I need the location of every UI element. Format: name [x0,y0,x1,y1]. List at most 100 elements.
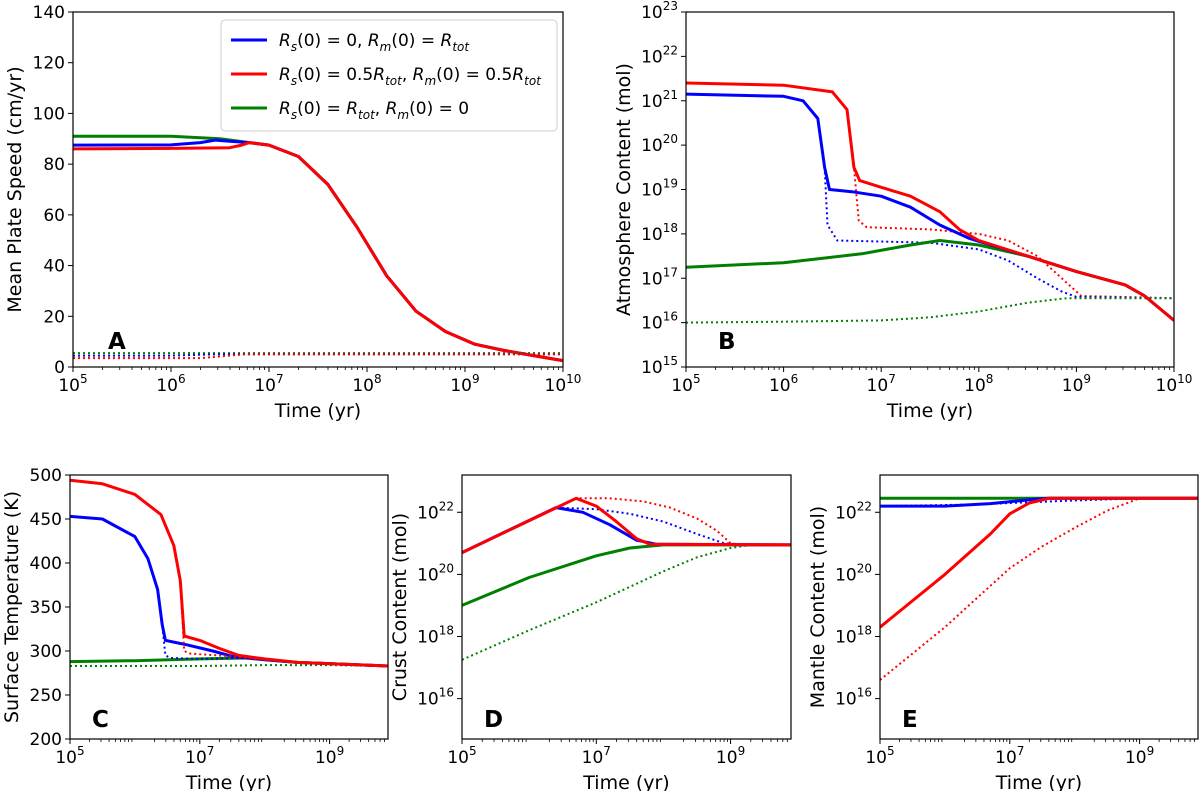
x-tick-label: 105 [58,372,87,396]
y-tick-label: 40 [43,257,65,277]
x-tick-label: 105 [55,744,84,768]
plot-frame [72,11,564,368]
series-group [880,496,1198,681]
y-tick-label: 500 [30,466,62,486]
y-tick-label: 1018 [417,624,454,648]
y-tick-label: 0 [54,358,65,378]
y-tick-label: 1020 [835,561,872,585]
x-tick-label: 106 [769,372,798,396]
panel-E: 105 107 109 1016 1018 1020 1022 Time (yr) Mantle… [807,474,1199,791]
legend-label-blue: Rs(0) = 0, Rm(0) = Rtot [279,31,470,54]
y-tick-label: 1022 [417,499,454,523]
x-tick-label: 108 [352,372,381,396]
y-tick-label: 1019 [641,177,678,201]
legend: Rs(0) = 0, Rm(0) = Rtot Rs(0) = 0.5Rtot, … [220,19,558,132]
y-tick-label: 400 [30,554,62,574]
series-line-red-solid [880,496,1198,629]
y-tick-label: 1016 [835,686,872,710]
y-tick-label: 1022 [641,43,678,67]
x-axis-title: Time (yr) [185,772,272,791]
x-tick-label: 109 [1125,744,1154,768]
series-group [70,478,388,668]
series-group [73,134,563,363]
x-tick-label: 107 [867,372,896,396]
series-line-red-solid [462,496,791,554]
legend-label-green: Rs(0) = Rtot, Rm(0) = 0 [279,99,469,122]
y-tick-label: 250 [30,686,62,706]
y-axis-title: Mantle Content (mol) [807,506,829,708]
series-line-green-solid [686,239,1174,322]
y-tick-label: 20 [43,307,65,327]
panel-letter: E [902,707,918,733]
x-tick-label: 107 [582,744,611,768]
x-axis-title: Time (yr) [995,772,1082,791]
series-line-red-solid [70,478,388,668]
series-line-green-solid [73,134,563,363]
y-tick-label: 1015 [641,354,678,378]
series-line-blue-dotted [70,515,388,667]
y-tick-label: 1022 [835,499,872,523]
y-tick-label: 60 [43,206,65,226]
y-tick-label: 450 [30,510,62,530]
y-tick-label: 1016 [417,686,454,710]
y-tick-label: 300 [30,642,62,662]
x-tick-label: 109 [1062,372,1091,396]
x-tick-label: 109 [716,744,745,768]
panel-letter: B [718,329,736,355]
panel-letter: A [108,329,126,355]
y-tick-label: 1020 [641,132,678,156]
x-tick-label: 1010 [545,372,582,396]
x-tick-label: 109 [450,372,479,396]
series-line-red-dotted [462,497,791,554]
series-group [462,496,791,661]
panel-letter: D [484,707,503,733]
series-line-green-dotted [462,543,791,661]
series-line-red-dotted [73,353,563,360]
plot-frame [69,474,389,740]
y-tick-label: 120 [33,54,65,74]
legend-label-red: Rs(0) = 0.5Rtot, Rm(0) = 0.5Rtot [279,65,542,88]
series-line-green-dotted [686,297,1174,324]
y-tick-label: 200 [30,730,62,750]
plot-frame [461,474,792,740]
x-tick-label: 107 [254,372,283,396]
series-line-green-solid [462,543,791,607]
series-line-red-solid [686,81,1174,322]
x-tick-label: 107 [995,744,1024,768]
series-line-blue-solid [70,514,388,668]
series-line-red-dotted [70,479,388,667]
y-axis-title: Mean Plate Speed (cm/yr) [4,66,26,312]
y-axis-title: Crust Content (mol) [389,513,411,701]
panel-A: 105 106 107 108 109 1010 0 20 40 60 80 100 120 140 Tim… [4,3,581,422]
y-tick-label: 100 [33,104,65,124]
x-tick-label: 105 [671,372,700,396]
x-tick-label: 108 [964,372,993,396]
series-line-red-dotted [686,82,1174,300]
y-axis-title: Surface Temperature (K) [1,491,23,723]
series-group [686,81,1174,324]
panel-letter: C [92,707,109,733]
x-tick-label: 1010 [1156,372,1193,396]
x-tick-label: 106 [156,372,185,396]
panel-D: 105 107 109 1016 1018 1020 1022 Time (yr) Crust … [389,474,792,791]
series-line-blue-dotted [686,93,1174,300]
y-tick-label: 1021 [641,88,678,112]
y-tick-label: 350 [30,598,62,618]
x-axis-title: Time (yr) [582,772,669,791]
y-tick-label: 1018 [641,221,678,245]
y-tick-label: 80 [43,155,65,175]
y-tick-label: 1017 [641,265,678,289]
plot-frame [879,474,1199,740]
y-tick-label: 1018 [835,624,872,648]
panel-C: 105 107 109 200 250 300 350 400 450 500 Time (yr) S… [1,466,389,791]
y-tick-label: 1023 [641,0,678,23]
x-tick-label: 105 [865,744,894,768]
legend-box [220,19,558,132]
x-axis-title: Time (yr) [886,400,973,422]
series-line-red-solid [73,141,563,363]
y-tick-label: 1016 [641,310,678,334]
plot-frame [685,11,1175,368]
x-tick-label: 109 [315,744,344,768]
x-tick-label: 107 [185,744,214,768]
